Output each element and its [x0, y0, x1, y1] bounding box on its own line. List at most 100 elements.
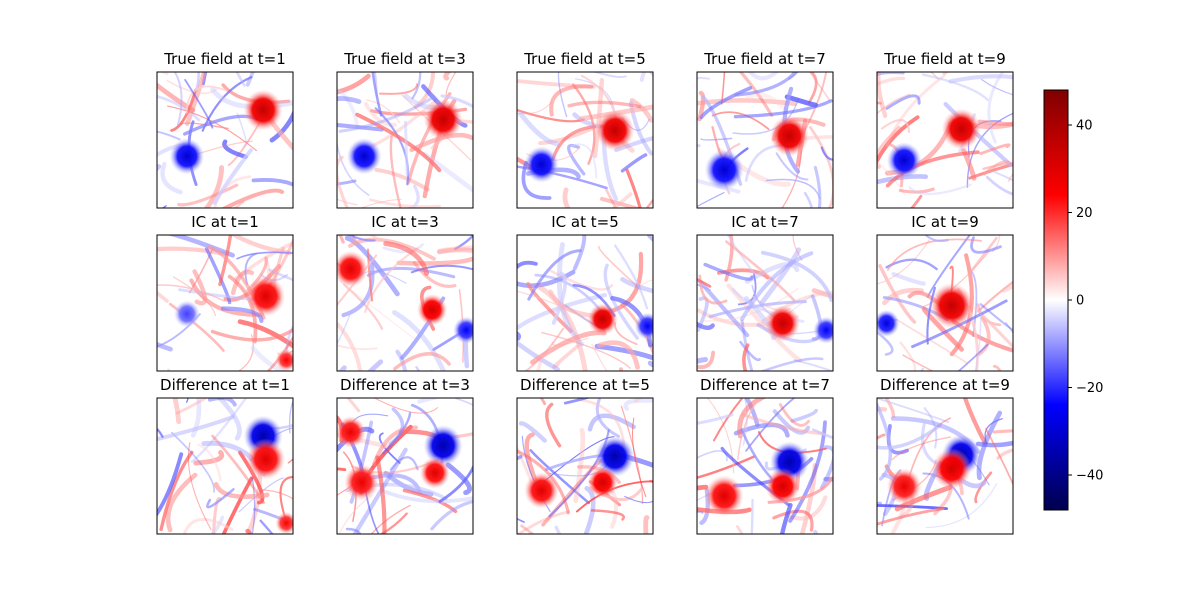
- field-streak: [396, 256, 473, 266]
- positive-vortex: [275, 511, 293, 534]
- field-streak: [747, 72, 779, 81]
- field-streak: [882, 287, 924, 306]
- positive-vortex: [704, 475, 744, 517]
- field-streak: [541, 331, 631, 369]
- field-streak: [185, 85, 227, 114]
- panel: True field at t=9: [876, 50, 1014, 209]
- panel-frame: [696, 397, 834, 535]
- field-streak: [974, 471, 993, 504]
- panel-frame: [516, 397, 654, 535]
- field-streak: [992, 429, 1013, 434]
- panel: IC at t=3: [336, 213, 474, 372]
- field-streak: [878, 398, 884, 400]
- field-streak: [192, 269, 208, 306]
- field-streak: [793, 359, 833, 371]
- field-streak: [595, 398, 620, 438]
- field-streak: [908, 183, 972, 196]
- panel-frame: [156, 71, 294, 209]
- field-streak: [572, 83, 596, 165]
- field-streak: [877, 72, 905, 77]
- field-streak: [611, 192, 633, 208]
- field-streak: [517, 269, 576, 289]
- panel: True field at t=1: [156, 50, 294, 209]
- panel-frame: [516, 71, 654, 209]
- field-streak: [173, 72, 183, 127]
- field-streak: [549, 84, 594, 117]
- field-streak: [740, 319, 754, 371]
- field-streak: [517, 290, 593, 324]
- field-streak: [157, 290, 169, 303]
- field-streak: [877, 76, 906, 87]
- panel-title: Difference at t=9: [880, 376, 1010, 394]
- field-streak: [363, 101, 397, 127]
- negative-vortex: [524, 146, 559, 183]
- field-streak: [697, 357, 709, 365]
- field-streak: [788, 72, 799, 80]
- panel-title: IC at t=3: [371, 213, 439, 231]
- field-streak: [987, 72, 1005, 144]
- positive-vortex: [275, 348, 293, 371]
- field-streak: [337, 122, 384, 132]
- field-streak: [177, 183, 239, 207]
- field-streak: [337, 198, 358, 206]
- field-streak: [417, 398, 441, 404]
- field-streak: [737, 398, 768, 439]
- panel-title: IC at t=1: [191, 213, 259, 231]
- field-streak: [902, 354, 935, 371]
- field-streak: [803, 192, 813, 208]
- negative-vortex: [453, 316, 473, 344]
- field-streak: [697, 277, 712, 288]
- panel-frame: [336, 234, 474, 372]
- field-streak: [605, 188, 618, 208]
- field-streak: [338, 95, 436, 133]
- field-streak: [337, 322, 363, 371]
- field-streak: [894, 484, 953, 512]
- field-streak: [739, 340, 761, 362]
- field-streak: [1007, 173, 1013, 183]
- field-streak: [337, 467, 347, 472]
- field-streak: [337, 96, 362, 104]
- negative-vortex: [423, 425, 463, 467]
- field-streak: [337, 138, 370, 196]
- field-streak: [269, 109, 293, 143]
- field-streak: [524, 432, 537, 481]
- field-streak: [517, 331, 521, 341]
- field-streak: [587, 413, 636, 432]
- panel-title: Difference at t=1: [160, 376, 290, 394]
- field-streak: [337, 432, 389, 449]
- field-streak: [238, 450, 265, 505]
- field-streak: [346, 235, 376, 242]
- negative-vortex: [169, 138, 205, 175]
- field-streak: [639, 72, 647, 82]
- field-streak: [404, 120, 409, 176]
- positive-vortex: [930, 282, 974, 329]
- panel-title: True field at t=3: [343, 50, 466, 68]
- field-streak: [884, 398, 896, 418]
- positive-vortex: [765, 305, 801, 342]
- field-streak: [896, 319, 968, 364]
- field-streak: [203, 165, 225, 208]
- field-streak: [620, 153, 648, 173]
- field-streak: [562, 187, 571, 208]
- field-streak: [877, 433, 886, 440]
- field-streak: [341, 262, 375, 318]
- field-streak: [213, 481, 270, 499]
- field-streak: [367, 359, 384, 371]
- field-streak: [552, 344, 580, 369]
- field-streak: [389, 135, 402, 208]
- panel: True field at t=3: [336, 50, 474, 209]
- field-streak: [877, 93, 911, 115]
- negative-vortex: [886, 142, 922, 179]
- field-streak: [216, 398, 242, 441]
- field-streak: [526, 282, 573, 333]
- field-streak: [923, 235, 949, 243]
- positive-vortex: [765, 468, 801, 505]
- field-streak: [517, 445, 534, 485]
- panel: Difference at t=1: [156, 376, 294, 535]
- field-streak: [157, 130, 181, 141]
- field-streak: [389, 456, 419, 471]
- positive-vortex: [337, 250, 368, 288]
- field-streak: [157, 427, 164, 438]
- panel: IC at t=9: [876, 213, 1014, 372]
- field-streak: [620, 405, 644, 505]
